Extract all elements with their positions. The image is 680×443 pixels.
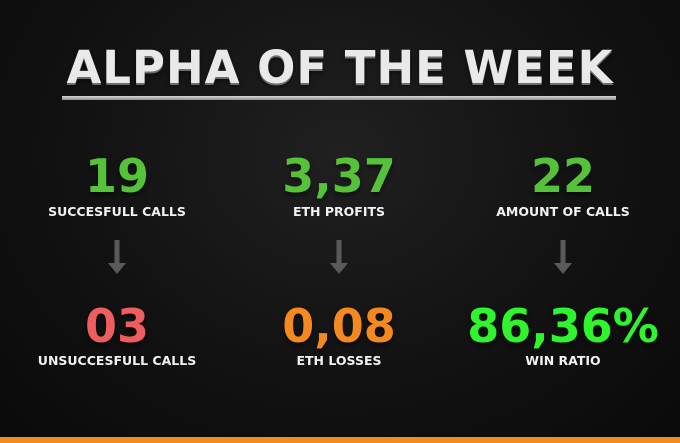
unsuccessful-calls-label: UNSUCCESFULL CALLS — [37, 353, 197, 368]
arrow-down-icon — [450, 240, 676, 280]
win-ratio-label: WIN RATIO — [525, 353, 601, 368]
page-title: ALPHA OF THE WEEK — [66, 41, 614, 94]
win-ratio-value: 86,36% — [467, 299, 659, 353]
eth-losses-value: 0,08 — [282, 299, 396, 353]
title-underline — [62, 96, 616, 100]
eth-profits-value: 3,37 — [282, 149, 396, 203]
arrow-down-icon — [4, 240, 230, 280]
eth-profits-label: ETH PROFITS — [292, 204, 385, 219]
successful-calls-value: 19 — [84, 149, 149, 203]
amount-of-calls-value: 22 — [530, 149, 595, 203]
amount-of-calls-label: AMOUNT OF CALLS — [496, 204, 630, 219]
unsuccessful-calls-value: 03 — [84, 299, 149, 353]
accent-bar — [0, 437, 680, 443]
successful-calls-label: SUCCESFULL CALLS — [48, 204, 186, 219]
eth-losses-label: ETH LOSSES — [296, 353, 382, 368]
arrow-down-icon — [226, 240, 452, 280]
